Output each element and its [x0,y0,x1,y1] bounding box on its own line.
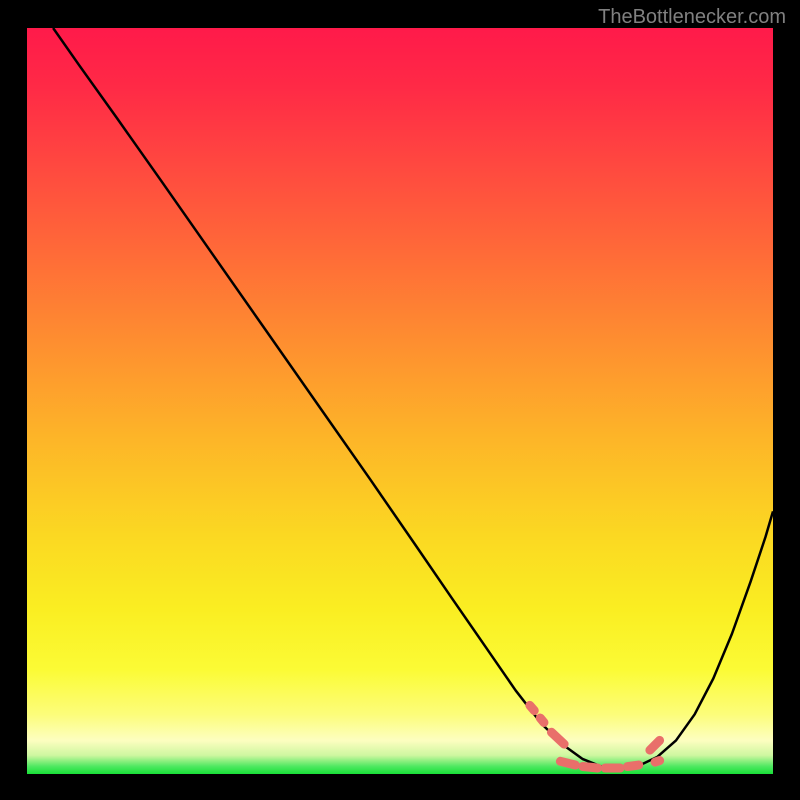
highlight-segment [628,765,639,766]
chart-frame: TheBottlenecker.com [0,0,800,800]
bottleneck-chart [27,28,773,774]
watermark-text: TheBottlenecker.com [598,6,786,29]
gradient-background [27,28,773,774]
highlight-segment [583,767,598,768]
highlight-segment [655,761,659,762]
highlight-segment [560,761,575,765]
highlight-segment [540,718,544,722]
highlight-segment [530,705,534,710]
